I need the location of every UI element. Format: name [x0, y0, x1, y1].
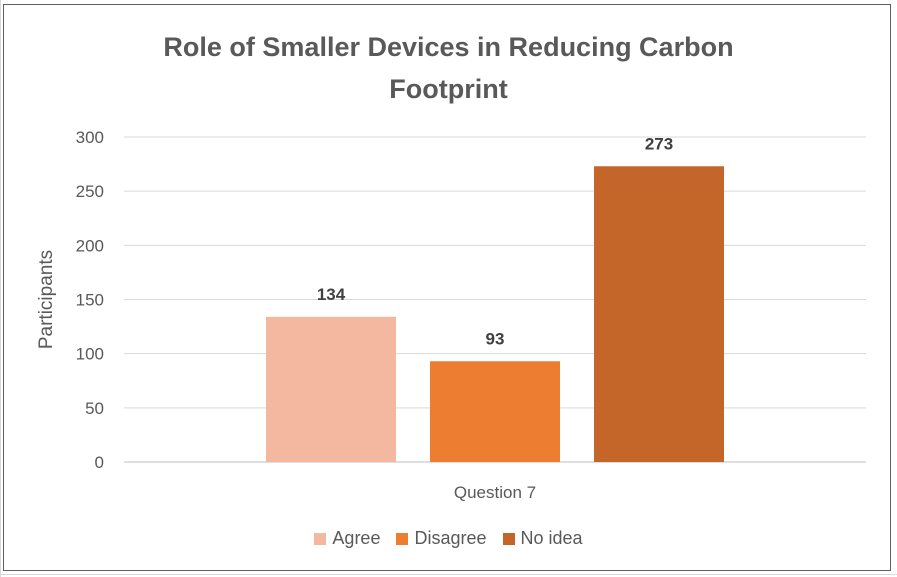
y-tick-label: 50	[85, 399, 104, 418]
y-axis-title: Participants	[36, 250, 57, 349]
bar-no-idea[interactable]	[594, 166, 724, 462]
legend-label: No idea	[520, 528, 583, 548]
y-tick-label: 250	[76, 182, 104, 201]
x-axis-category-label: Question 7	[454, 483, 536, 502]
y-tick-label: 300	[76, 128, 104, 147]
chart-legend: Agree Disagree No idea	[0, 528, 897, 549]
data-label: 273	[645, 134, 673, 153]
legend-item-no-idea: No idea	[502, 528, 583, 549]
legend-swatch	[314, 532, 327, 545]
y-tick-label: 200	[76, 236, 104, 255]
legend-item-disagree: Disagree	[396, 528, 487, 549]
chart-title-line-2: Footprint	[389, 74, 508, 104]
y-tick-label: 0	[95, 453, 104, 472]
chart-area[interactable]	[3, 4, 891, 571]
y-tick-label: 100	[76, 345, 104, 364]
legend-item-agree: Agree	[314, 528, 380, 549]
legend-swatch	[502, 532, 515, 545]
chart-title-line-1: Role of Smaller Devices in Reducing Carb…	[163, 32, 734, 62]
data-label: 134	[317, 285, 346, 304]
legend-swatch	[396, 532, 409, 545]
bar-agree[interactable]	[266, 316, 396, 462]
y-tick-label: 150	[76, 291, 104, 310]
chart-title: Role of Smaller Devices in Reducing Carb…	[0, 26, 897, 110]
legend-label: Disagree	[414, 528, 487, 548]
data-label: 93	[486, 329, 505, 348]
bar-disagree[interactable]	[430, 361, 560, 462]
legend-label: Agree	[332, 528, 381, 548]
